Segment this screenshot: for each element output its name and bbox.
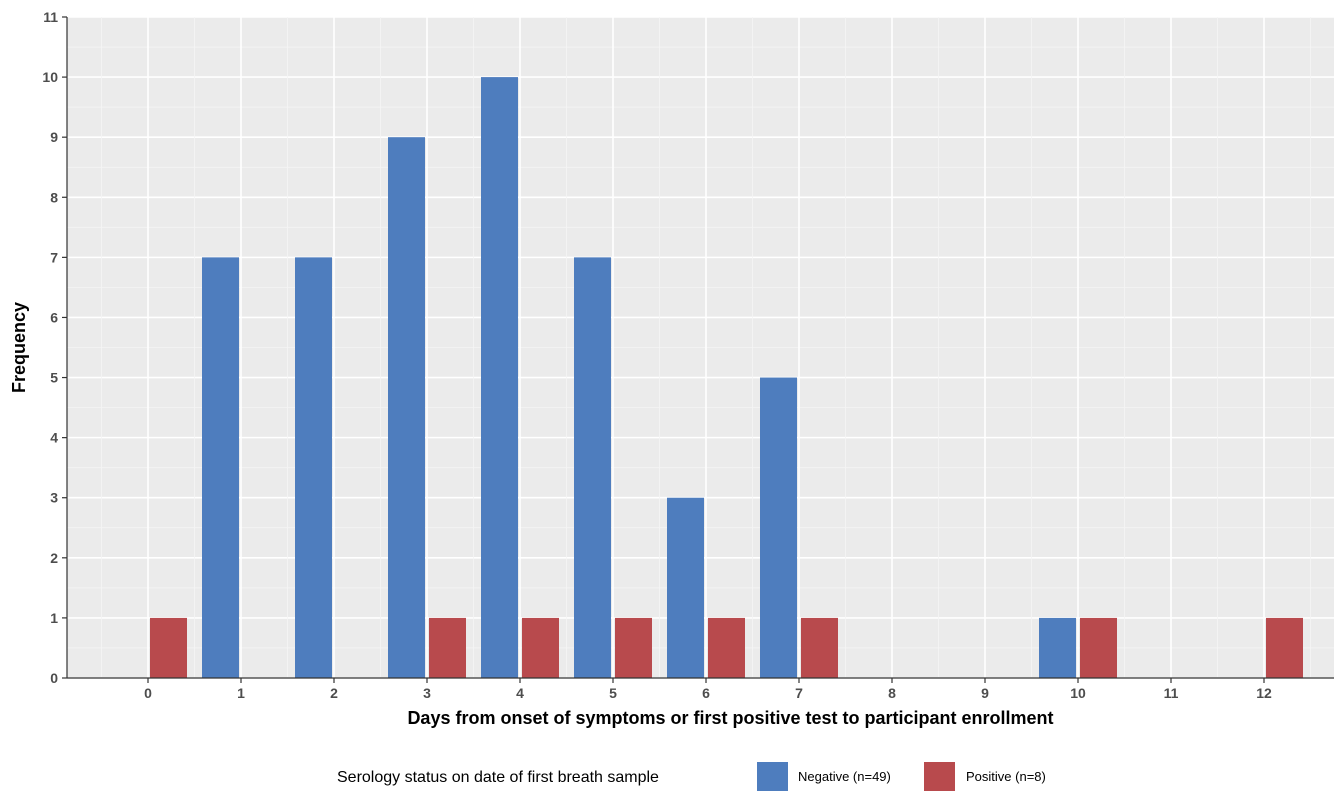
y-axis-title: Frequency [9,302,29,393]
bar-positive-3 [429,617,466,678]
x-axis-title: Days from onset of symptoms or first pos… [407,708,1053,728]
x-tick-label: 7 [795,685,803,701]
y-tick-label: 7 [50,249,58,265]
bar-positive-12 [1266,617,1303,678]
x-tick-label: 1 [237,685,245,701]
x-tick-label: 10 [1070,685,1086,701]
x-tick-label: 4 [516,685,524,701]
y-tick-label: 6 [50,309,58,325]
y-tick-label: 8 [50,189,58,205]
bar-negative-5 [574,257,611,678]
y-tick-label: 10 [42,69,58,85]
legend-label-positive: Positive (n=8) [966,769,1046,784]
bar-negative-10 [1039,617,1076,678]
x-tick-label: 11 [1164,685,1179,701]
legend-swatch-positive [924,762,955,791]
bar-negative-4 [481,77,518,678]
legend-label-negative: Negative (n=49) [798,769,891,784]
bar-positive-10 [1080,617,1117,678]
bar-negative-3 [388,137,425,678]
y-tick-label: 9 [50,129,58,145]
y-tick-label: 4 [50,430,58,446]
y-tick-label: 2 [50,550,58,566]
x-tick-label: 6 [702,685,710,701]
legend-swatch-negative [757,762,788,791]
bar-negative-6 [667,497,704,678]
legend-title: Serology status on date of first breath … [337,769,659,786]
bar-negative-7 [760,377,797,678]
x-tick-label: 3 [423,685,431,701]
bar-negative-1 [202,257,239,678]
bar-positive-5 [615,617,652,678]
y-tick-label: 0 [50,670,58,686]
bar-positive-4 [522,617,559,678]
bar-positive-0 [150,617,187,678]
legend: Serology status on date of first breath … [337,762,1046,791]
bar-negative-2 [295,257,332,678]
y-tick-label: 3 [50,490,58,506]
x-tick-label: 0 [144,685,152,701]
bars [150,77,1303,678]
y-tick-label: 5 [50,370,58,386]
bar-positive-7 [801,617,838,678]
x-tick-label: 9 [981,685,989,701]
bar-positive-6 [708,617,745,678]
x-tick-label: 5 [609,685,617,701]
y-tick-label: 1 [50,610,58,626]
y-tick-label: 11 [43,9,58,25]
x-tick-label: 12 [1256,685,1272,701]
x-tick-label: 2 [330,685,338,701]
x-tick-label: 8 [888,685,896,701]
